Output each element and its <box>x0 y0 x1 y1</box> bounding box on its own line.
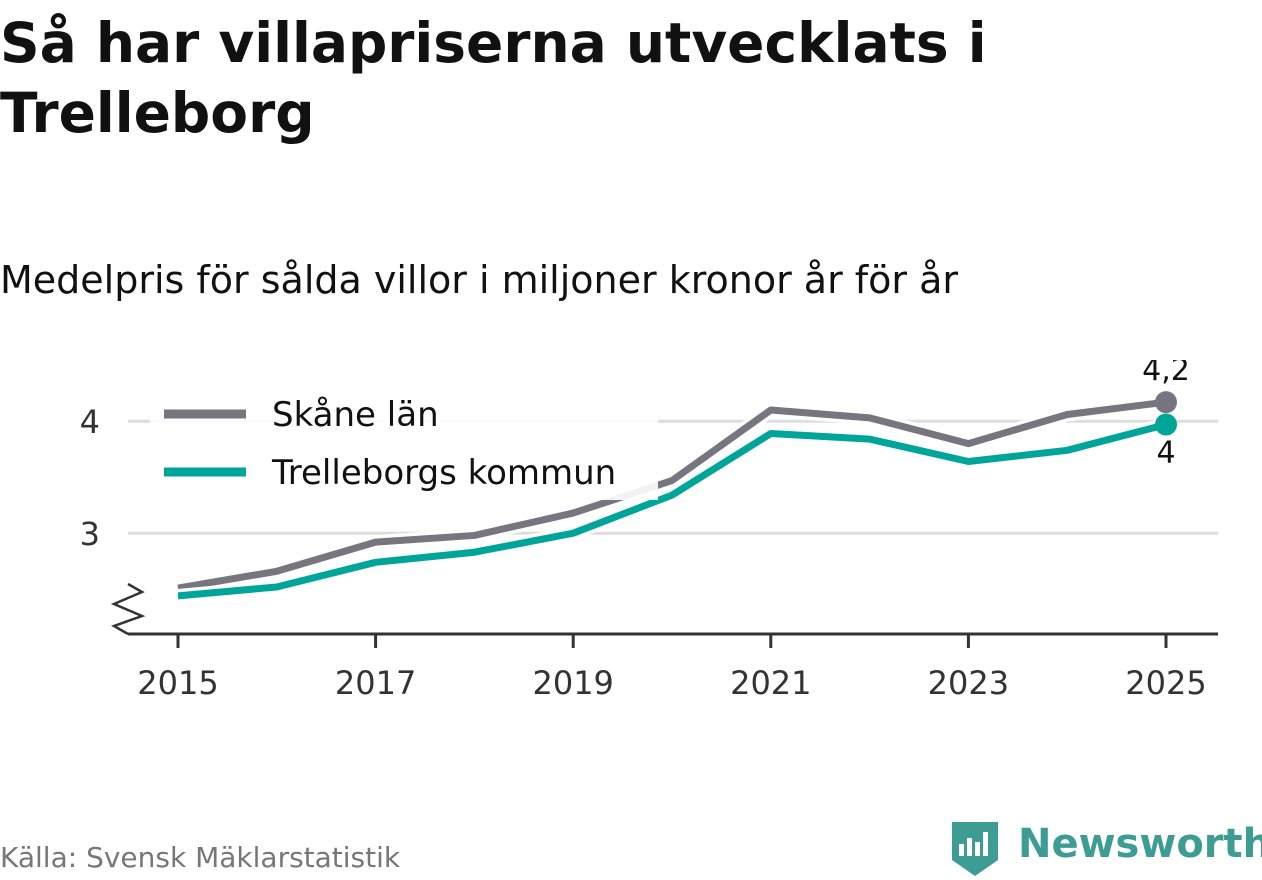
legend-background <box>150 388 658 500</box>
legend-label-0: Skåne län <box>272 395 439 435</box>
series-end-point-0 <box>1155 391 1177 414</box>
axis-break-marker <box>110 582 146 636</box>
legend: Skåne län Trelleborgs kommun <box>150 388 658 500</box>
series-end-point-1 <box>1155 413 1177 436</box>
chart-subtitle: Medelpris för sålda villor i miljoner kr… <box>0 258 959 302</box>
series-line-0 <box>177 398 1167 592</box>
brand-logo: Newsworthy <box>950 818 1262 878</box>
x-tick-label: 2025 <box>1125 664 1206 702</box>
series-lines: 4,24 <box>176 360 1190 603</box>
chart-title: Så har villapriserna utvecklats i Trelle… <box>0 11 987 145</box>
line-chart: 34 2015 2017 2019 2021 2023 2025 4,24 Skåne l… <box>80 360 1218 702</box>
series-end-label-1: 4 <box>1156 436 1175 471</box>
series-end-label-0: 4,2 <box>1142 360 1190 388</box>
x-tick-label: 2021 <box>730 664 811 702</box>
y-tick-label: 3 <box>80 515 100 553</box>
brand-name: Newsworthy <box>1018 821 1262 867</box>
series-line-1 <box>177 421 1167 600</box>
x-tick-label: 2015 <box>137 664 218 702</box>
newsworthy-logo-icon <box>952 822 998 876</box>
source-note: Källa: Svensk Mäklarstatistik <box>0 841 401 874</box>
x-axis: 2015 2017 2019 2021 2023 2025 <box>110 582 1218 702</box>
legend-label-1: Trelleborgs kommun <box>271 453 616 493</box>
x-tick-label: 2019 <box>532 664 613 702</box>
y-tick-label: 4 <box>80 403 100 441</box>
x-tick-label: 2023 <box>928 664 1009 702</box>
x-tick-label: 2017 <box>335 664 416 702</box>
